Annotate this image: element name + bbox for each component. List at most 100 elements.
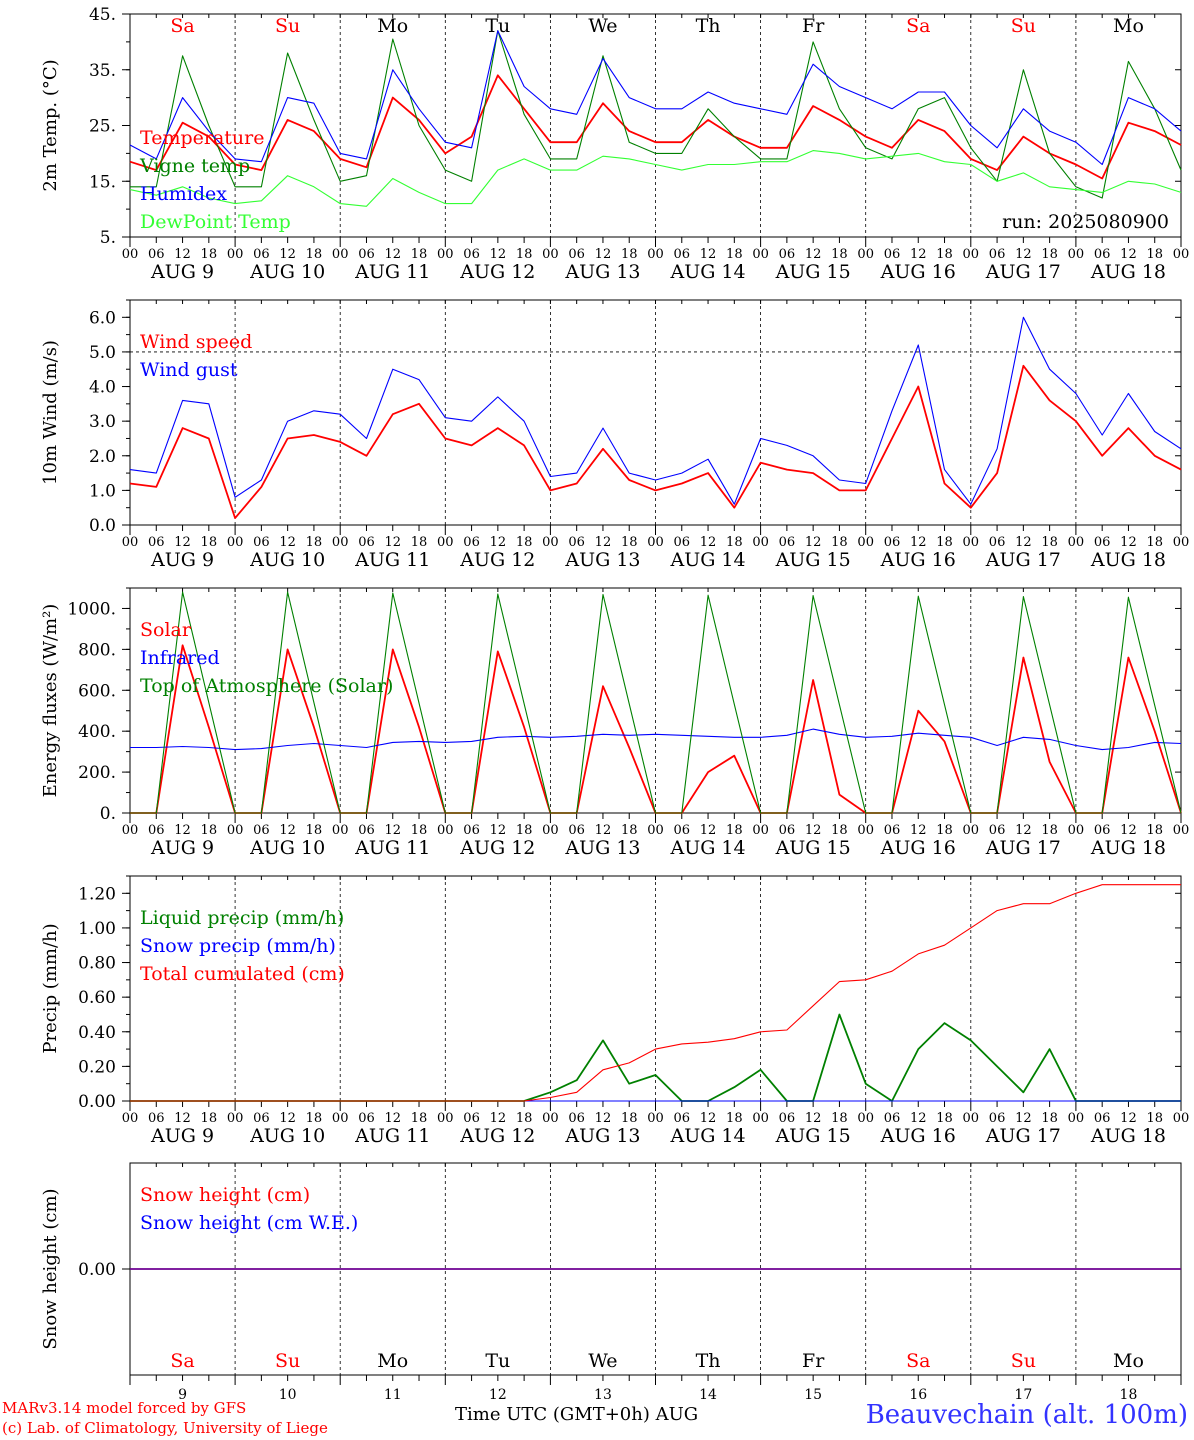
date-label: AUG 15 <box>775 837 851 859</box>
day-name: Mo <box>1113 15 1144 37</box>
hour-tick-label: 18 <box>726 823 743 838</box>
hour-tick-label: 00 <box>963 1111 980 1126</box>
hour-tick-label: 06 <box>884 247 901 262</box>
hour-tick-label: 12 <box>1120 1111 1137 1126</box>
hour-tick-label: 18 <box>936 247 953 262</box>
hour-tick-label: 00 <box>752 247 769 262</box>
date-label: AUG 16 <box>880 837 956 859</box>
x-axis-label: Time UTC (GMT+0h) AUG <box>455 1404 699 1425</box>
date-label: AUG 15 <box>775 1125 851 1147</box>
hour-tick-label: 06 <box>884 1111 901 1126</box>
hour-tick-label: 00 <box>122 535 139 550</box>
hour-tick-label: 00 <box>542 535 559 550</box>
hour-tick-label: 12 <box>700 535 717 550</box>
hour-tick-label: 18 <box>306 1111 323 1126</box>
hour-tick-label: 00 <box>437 1111 454 1126</box>
hour-tick-label: 12 <box>595 823 612 838</box>
hour-tick-label: 12 <box>700 247 717 262</box>
hour-tick-label: 06 <box>674 247 691 262</box>
date-label: AUG 13 <box>564 837 640 859</box>
hour-tick-label: 06 <box>674 535 691 550</box>
hour-tick-label: 18 <box>621 823 638 838</box>
legend-entry: DewPoint Temp <box>140 211 291 233</box>
hour-tick-label: 00 <box>647 535 664 550</box>
hour-tick-label: 18 <box>201 1111 218 1126</box>
day-name: Su <box>1011 1350 1036 1372</box>
hour-tick-label: 12 <box>174 823 191 838</box>
hour-tick-label: 18 <box>726 1111 743 1126</box>
series-line <box>129 316 1182 505</box>
day-name: Th <box>696 1350 721 1372</box>
hour-tick-label: 18 <box>831 823 848 838</box>
hour-tick-label: 06 <box>463 535 480 550</box>
date-label: AUG 11 <box>354 549 430 571</box>
hour-tick-label: 12 <box>805 535 822 550</box>
hour-tick-label: 06 <box>358 535 375 550</box>
hour-tick-label: 00 <box>332 1111 349 1126</box>
hour-tick-label: 00 <box>857 1111 874 1126</box>
hour-tick-label: 06 <box>674 1111 691 1126</box>
hour-tick-label: 12 <box>490 1111 507 1126</box>
y-tick-label: 0. <box>100 804 116 824</box>
day-name: Mo <box>377 15 408 37</box>
date-label: AUG 10 <box>249 1125 325 1147</box>
legend-entry: Wind speed <box>140 331 252 353</box>
hour-tick-label: 12 <box>384 823 401 838</box>
legend-entry: Infrared <box>140 647 220 669</box>
hour-tick-label: 12 <box>1120 247 1137 262</box>
y-tick-label: 400. <box>78 722 116 742</box>
legend-entry: Vigne temp <box>139 155 250 177</box>
hour-tick-label: 06 <box>1094 823 1111 838</box>
hour-tick-label: 18 <box>936 535 953 550</box>
date-label: AUG 12 <box>459 1125 535 1147</box>
y-tick-label: 1.0 <box>89 481 116 501</box>
hour-tick-label: 18 <box>621 535 638 550</box>
hour-tick-label: 12 <box>1120 535 1137 550</box>
hour-tick-label: 12 <box>595 247 612 262</box>
hour-tick-label: 18 <box>516 1111 533 1126</box>
y-tick-label: 0.0 <box>89 516 116 536</box>
hour-tick-label: 18 <box>1146 1111 1163 1126</box>
hour-tick-label: 12 <box>279 247 296 262</box>
hour-tick-label: 00 <box>857 823 874 838</box>
y-tick-label: 35. <box>89 61 116 81</box>
hour-tick-label: 06 <box>1094 247 1111 262</box>
hour-tick-label: 00 <box>122 1111 139 1126</box>
y-tick-label: 45. <box>89 5 116 25</box>
hour-tick-label: 18 <box>516 535 533 550</box>
hour-tick-label: 00 <box>647 823 664 838</box>
hour-tick-label: 06 <box>568 823 585 838</box>
y-tick-label: 0.00 <box>78 1092 116 1112</box>
date-label: AUG 11 <box>354 1125 430 1147</box>
y-tick-label: 1000. <box>67 599 116 619</box>
hour-tick-label: 18 <box>306 823 323 838</box>
date-label: AUG 14 <box>669 837 745 859</box>
hour-tick-label: 06 <box>463 1111 480 1126</box>
hour-tick-label: 06 <box>148 1111 165 1126</box>
hour-tick-label: 18 <box>726 535 743 550</box>
date-label: AUG 15 <box>775 261 851 283</box>
date-label: 15 <box>804 1387 822 1403</box>
hour-tick-label: 12 <box>1015 535 1032 550</box>
day-name: Sa <box>170 1350 194 1372</box>
y-tick-label: 800. <box>78 640 116 660</box>
hour-tick-label: 18 <box>201 247 218 262</box>
hour-tick-label: 00 <box>647 247 664 262</box>
hour-tick-label: 00 <box>963 247 980 262</box>
date-label: AUG 18 <box>1090 261 1166 283</box>
hour-tick-label: 12 <box>910 535 927 550</box>
hour-tick-label: 12 <box>700 823 717 838</box>
legend-entry: Wind gust <box>140 359 238 381</box>
hour-tick-label: 06 <box>989 247 1006 262</box>
y-tick-label: 1.00 <box>78 919 116 939</box>
hour-tick-label: 12 <box>384 535 401 550</box>
y-tick-label: 1.20 <box>78 884 116 904</box>
day-name: Fr <box>802 1350 825 1372</box>
legend-entry: Solar <box>140 619 192 641</box>
station-label: Beauvechain (alt. 100m) <box>865 1400 1188 1430</box>
hour-tick-label: 18 <box>831 1111 848 1126</box>
series-line <box>129 74 1182 180</box>
legend-entry: Total cumulated (cm) <box>140 963 345 985</box>
hour-tick-label: 00 <box>437 535 454 550</box>
hour-tick-label: 06 <box>253 535 270 550</box>
